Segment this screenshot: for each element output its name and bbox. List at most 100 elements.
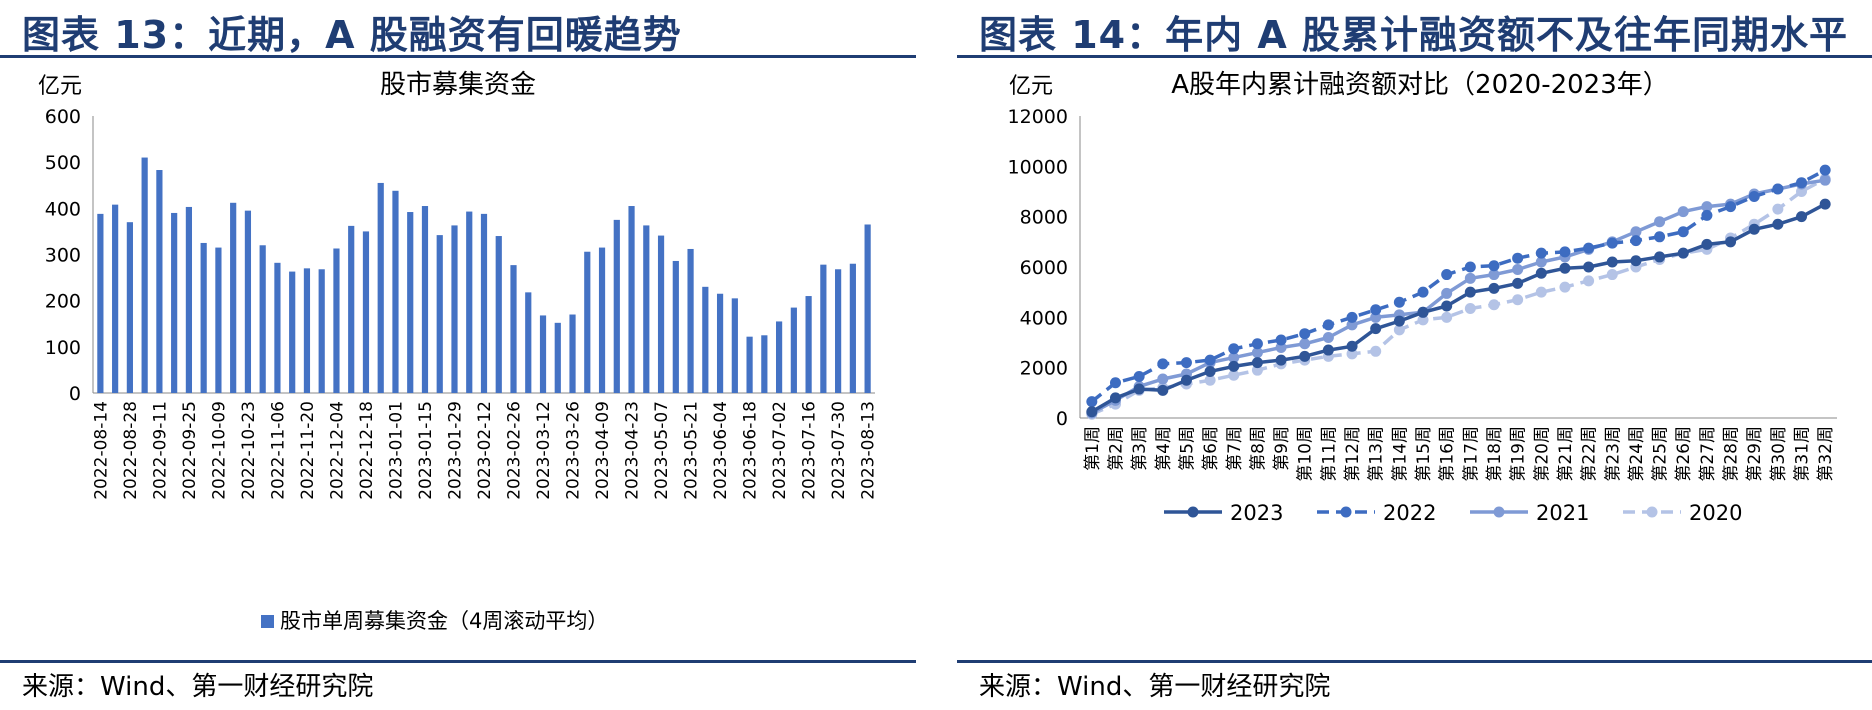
y-axis: 0 2000 4000 6000 8000 10000 12000 [1008, 106, 1837, 430]
bar [215, 247, 222, 393]
data-point [1109, 392, 1121, 404]
bar-chart: 亿元 股市募集资金 0 100 200 300 400 500 600 2022-08-14… [38, 70, 879, 633]
data-point [1796, 211, 1808, 223]
bar [569, 314, 576, 393]
data-point [1630, 235, 1642, 247]
x-tick-label: 第22周 [1580, 426, 1600, 482]
data-point [1417, 306, 1429, 318]
y-tick-label: 2000 [1020, 358, 1068, 380]
bar [613, 219, 620, 393]
x-tick-label: 第16周 [1438, 426, 1458, 482]
legend-swatch [261, 615, 274, 628]
data-point [1322, 331, 1334, 343]
bar [716, 293, 724, 393]
x-tick-label: 第14周 [1390, 426, 1410, 482]
bar [628, 206, 635, 393]
data-point [1228, 352, 1240, 364]
y-tick-label: 10000 [1008, 156, 1068, 178]
legend-item: 2020 [1623, 501, 1742, 525]
data-point [1133, 370, 1145, 382]
panel-figure-13: 图表 13：近期，A 股融资有回暖趋势 亿元 股市募集资金 0 100 200 300… [0, 0, 916, 710]
source-rule [957, 660, 1872, 663]
x-tick-label: 2023-01-15 [416, 401, 436, 500]
data-point [1819, 164, 1831, 176]
y-tick-label: 200 [45, 291, 81, 313]
bar [200, 242, 207, 393]
data-point [1654, 216, 1666, 228]
data-point [1346, 348, 1358, 360]
x-tick-label: 2023-01-29 [445, 401, 465, 500]
bar [761, 335, 768, 393]
bar [849, 263, 856, 393]
bar [731, 298, 738, 393]
data-point [1086, 406, 1098, 418]
legend-marker [1187, 506, 1199, 518]
data-point [1299, 350, 1311, 362]
chart-title: 股市募集资金 [380, 70, 536, 100]
data-point [1228, 360, 1240, 372]
data-point [1204, 374, 1216, 386]
x-tick-label: 第17周 [1461, 426, 1481, 482]
legend-marker [1340, 506, 1352, 518]
source-note: 来源：Wind、第一财经研究院 [22, 672, 374, 702]
bar [643, 225, 650, 393]
data-point [1606, 256, 1618, 268]
data-point [1701, 238, 1713, 250]
bar [864, 224, 871, 393]
data-point [1654, 231, 1666, 243]
bar [303, 268, 311, 393]
y-tick-label: 0 [69, 383, 81, 405]
data-point [1370, 311, 1382, 323]
data-point [1725, 201, 1737, 213]
bar [112, 204, 119, 393]
x-tick-label: 2023-03-12 [534, 401, 554, 500]
data-point [1464, 286, 1476, 298]
bar [244, 210, 252, 393]
x-tick-label: 第13周 [1367, 426, 1387, 482]
data-point [1583, 275, 1595, 287]
x-tick-label: 第18周 [1485, 426, 1505, 482]
bar [392, 190, 399, 393]
x-tick-label: 第11周 [1319, 426, 1339, 482]
data-point [1109, 377, 1121, 389]
data-point [1559, 262, 1571, 274]
x-tick-label: 2022-08-28 [121, 401, 141, 500]
x-tick-label: 第1周 [1083, 426, 1103, 471]
bar [790, 307, 797, 393]
x-tick-label: 2022-10-23 [239, 401, 259, 500]
data-point [1370, 323, 1382, 335]
data-point [1772, 203, 1784, 215]
data-point [1677, 247, 1689, 259]
bar [126, 222, 133, 393]
data-point [1393, 296, 1405, 308]
bar [156, 170, 163, 393]
x-tick-label: 第21周 [1556, 426, 1576, 482]
bar [495, 236, 502, 393]
x-tick-label: 2023-03-26 [564, 401, 584, 500]
x-tick-label: 第9周 [1272, 426, 1292, 471]
legend: 股市单周募集资金（4周滚动平均） [261, 609, 608, 633]
title-rule [957, 55, 1872, 58]
x-tick-label: 第26周 [1674, 426, 1694, 482]
legend-item: 2022 [1317, 501, 1436, 525]
bar [672, 260, 679, 393]
data-point [1299, 338, 1311, 350]
data-point [1204, 365, 1216, 377]
y-tick-label: 12000 [1008, 106, 1068, 128]
x-tick-label: 2022-12-18 [357, 401, 377, 500]
x-axis: 2022-08-14 2022-08-28 2022-09-11 2022-09-25… [91, 401, 878, 500]
data-point [1275, 354, 1287, 366]
y-tick-label: 400 [45, 198, 81, 220]
data-point [1464, 272, 1476, 284]
figure-title: 图表 13：近期，A 股融资有回暖趋势 [22, 13, 682, 57]
data-point [1346, 319, 1358, 331]
data-point [1417, 286, 1429, 298]
bar [289, 271, 296, 393]
data-point [1630, 255, 1642, 267]
data-point [1512, 294, 1524, 306]
data-point [1346, 340, 1358, 352]
x-tick-label: 2023-08-13 [859, 401, 879, 500]
x-tick-label: 第25周 [1651, 426, 1671, 482]
x-tick-label: 第20周 [1532, 426, 1552, 482]
bar [436, 235, 443, 393]
